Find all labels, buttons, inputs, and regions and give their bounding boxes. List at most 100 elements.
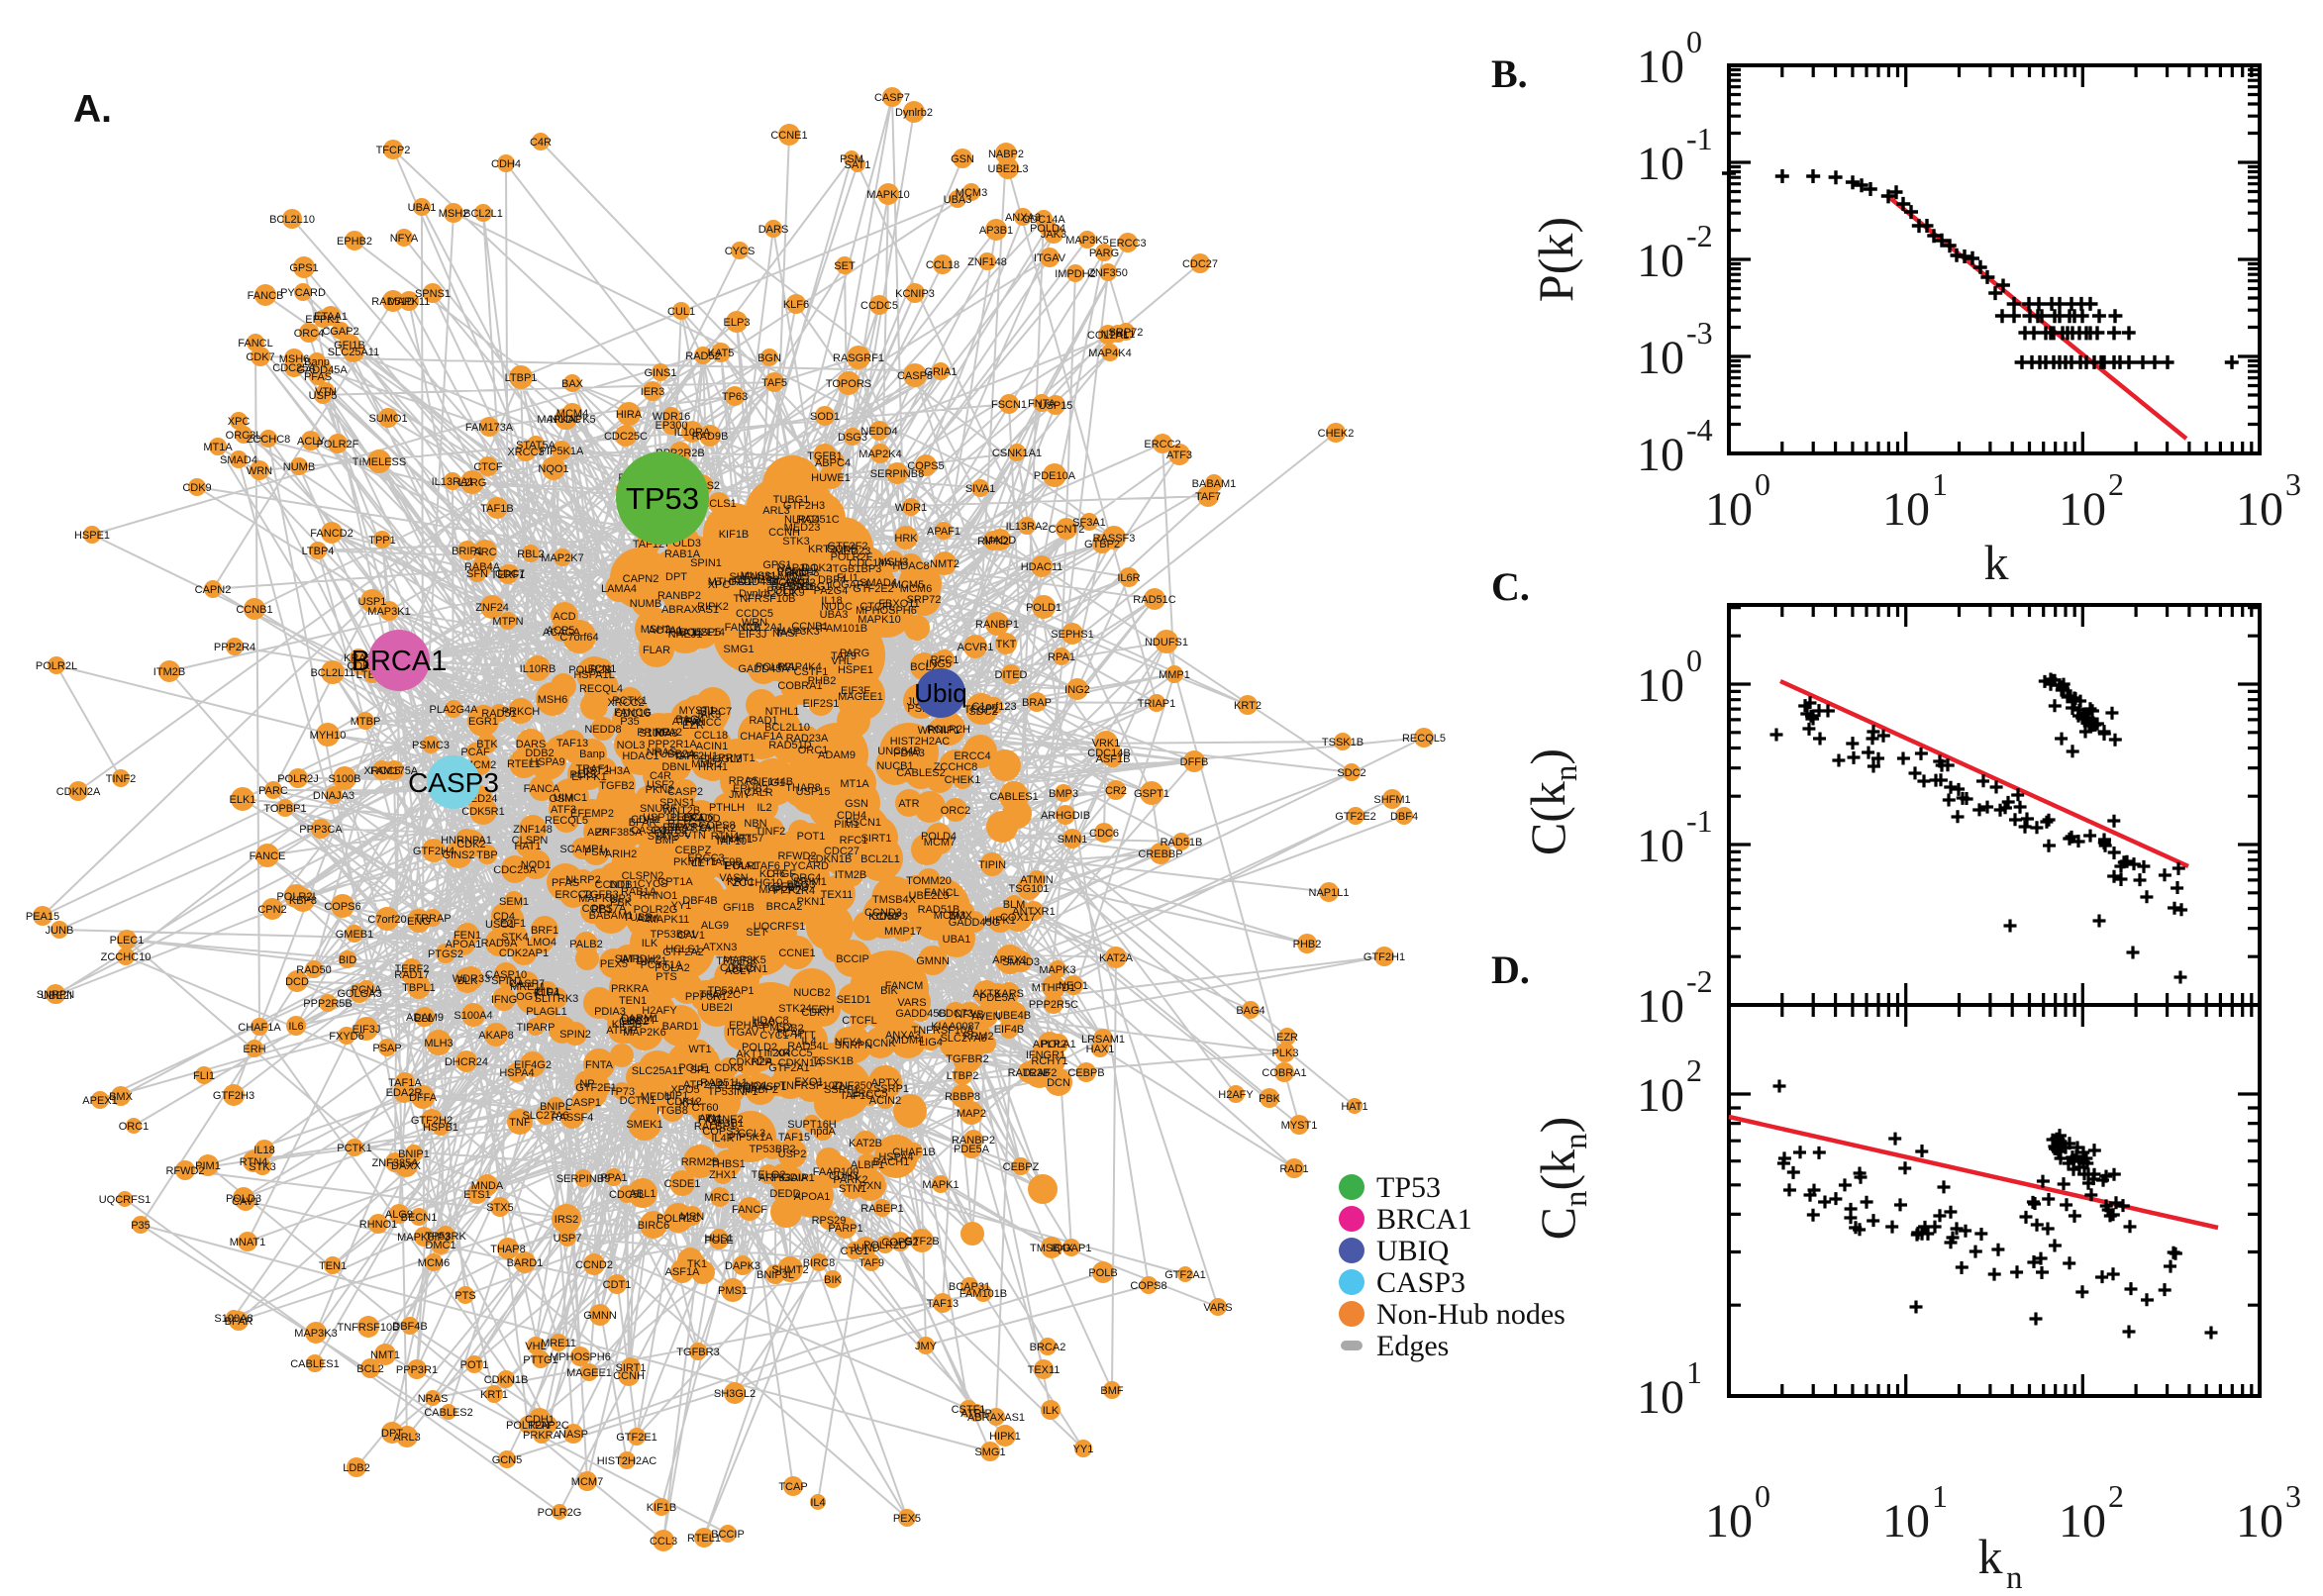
svg-text:RBBP8: RBBP8 [945,1091,980,1103]
svg-text:PLEC1: PLEC1 [110,935,145,947]
svg-text:3: 3 [2285,1478,2301,1514]
svg-text:PPP2R2A: PPP2R2A [662,822,712,834]
svg-text:GSPT1: GSPT1 [1134,788,1169,800]
svg-text:ATRIP: ATRIP [960,1408,992,1420]
svg-text:CDC5L: CDC5L [609,1189,645,1201]
svg-text:IER3: IER3 [641,386,664,398]
svg-text:WRN: WRN [247,465,272,477]
svg-text:FANCF: FANCF [732,1204,767,1216]
svg-text:MCM3: MCM3 [956,187,987,199]
svg-text:CCL18: CCL18 [926,259,960,271]
svg-text:PARG: PARG [840,648,869,659]
svg-text:CASP1: CASP1 [565,1097,601,1109]
svg-text:RASSF3: RASSF3 [1093,533,1136,545]
svg-text:TRRAP: TRRAP [414,913,451,925]
svg-text:GTF2H3: GTF2H3 [213,1090,254,1102]
svg-text:ZNF350: ZNF350 [1088,267,1128,279]
svg-text:GSN: GSN [951,153,974,165]
svg-text:IL6: IL6 [288,1021,303,1033]
svg-text:BNIP3L: BNIP3L [757,1269,794,1281]
svg-text:DBNL: DBNL [661,761,690,773]
svg-text:GTF2H1: GTF2H1 [1364,951,1405,963]
svg-text:P35: P35 [131,1220,151,1232]
svg-text:10: 10 [1637,980,1684,1033]
svg-text:RAD50: RAD50 [296,964,331,976]
svg-text:BRAP: BRAP [1022,697,1052,709]
svg-text:MAP3K3: MAP3K3 [294,1328,337,1340]
svg-text:-3: -3 [1686,315,1713,350]
svg-text:GADD45G: GADD45G [949,917,1001,929]
svg-text:POLR2J: POLR2J [277,773,319,785]
svg-text:NEDD8: NEDD8 [584,724,621,736]
svg-text:NTHL1: NTHL1 [1101,329,1136,341]
svg-text:POLE: POLE [704,1235,733,1247]
svg-text:USP15: USP15 [796,786,831,798]
svg-text:PPA1: PPA1 [600,1172,627,1184]
svg-text:TELO2: TELO2 [752,1169,786,1181]
svg-text:10: 10 [2059,1495,2106,1547]
svg-text:BRCA1: BRCA1 [1376,1203,1472,1236]
svg-text:SCAMP1: SCAMP1 [559,844,604,855]
svg-text:ITGB1BP3: ITGB1BP3 [830,563,882,575]
svg-text:SUMO1: SUMO1 [368,413,407,425]
svg-text:HIPK1: HIPK1 [989,1431,1021,1443]
svg-text:LTBP2: LTBP2 [947,1070,979,1082]
svg-text:YY1: YY1 [1073,1444,1094,1455]
svg-text:10: 10 [1637,429,1684,481]
svg-text:SMEK1: SMEK1 [626,1119,662,1131]
svg-text:SMG1: SMG1 [723,644,754,655]
svg-text:P(k): P(k) [1528,217,1583,302]
svg-text:GTF2H4: GTF2H4 [413,846,454,857]
svg-text:0: 0 [1686,24,1702,59]
svg-text:DFFA: DFFA [409,1092,438,1104]
svg-text:-1: -1 [1686,121,1713,156]
svg-text:CDK2AP1: CDK2AP1 [499,948,549,959]
svg-text:TAF1B: TAF1B [480,503,513,515]
svg-text:TAF5: TAF5 [761,377,787,389]
svg-text:MTPN: MTPN [492,616,523,628]
svg-text:1: 1 [1932,466,1948,502]
svg-text:POLR2B: POLR2B [568,664,611,676]
svg-text:MYST1: MYST1 [1281,1120,1318,1132]
svg-text:PARC: PARC [258,785,288,797]
svg-text:EIF3J: EIF3J [353,1024,381,1036]
svg-text:H2AFY: H2AFY [1218,1089,1254,1101]
svg-text:UQCRFS1: UQCRFS1 [754,921,806,933]
svg-text:0: 0 [1755,466,1770,502]
svg-text:CABLES2: CABLES2 [424,1407,473,1419]
svg-text:CDK5R1: CDK5R1 [461,806,504,818]
svg-text:CDH3: CDH3 [829,1170,858,1182]
svg-text:RAD1: RAD1 [1279,1163,1308,1175]
svg-text:KIF1B: KIF1B [647,1502,677,1514]
svg-text:RANBP2: RANBP2 [952,1135,995,1147]
svg-text:10: 10 [1637,1069,1684,1122]
svg-text:TIMELESS: TIMELESS [353,456,406,468]
svg-text:MTHFD1: MTHFD1 [1032,982,1076,994]
svg-text:RNF144B: RNF144B [746,776,793,788]
svg-text:NMT2: NMT2 [930,558,960,570]
svg-text:CDT1: CDT1 [603,1279,632,1291]
svg-text:GPS1: GPS1 [289,262,318,274]
svg-text:EP300: EP300 [655,420,687,432]
svg-text:C4R: C4R [530,137,552,149]
svg-text:STN1: STN1 [839,1183,866,1195]
svg-text:ATR: ATR [898,798,919,810]
svg-text:SLC27A6: SLC27A6 [522,1110,568,1122]
svg-text:SAT1: SAT1 [615,953,642,965]
svg-text:TGFB2: TGFB2 [599,780,634,792]
svg-text:TEX11: TEX11 [821,889,854,901]
svg-text:TAF7: TAF7 [1195,491,1221,503]
svg-text:DFFB: DFFB [1180,756,1209,768]
svg-text:PPP3R1: PPP3R1 [396,1364,438,1376]
svg-text:n: n [2006,1560,2023,1596]
svg-text:EIF3F: EIF3F [841,685,870,697]
svg-text:ILK: ILK [1043,1405,1060,1417]
svg-text:ACACA: ACACA [543,627,581,639]
svg-text:PRIM1: PRIM1 [793,876,827,888]
svg-text:TOPBP1: TOPBP1 [263,803,306,815]
svg-text:MT1A: MT1A [203,442,233,453]
svg-text:RIPK2: RIPK2 [977,536,1009,548]
svg-text:DNAJA3: DNAJA3 [313,790,354,802]
svg-text:CTC1: CTC1 [841,1246,869,1257]
svg-text:SMAD3: SMAD3 [1002,956,1040,968]
